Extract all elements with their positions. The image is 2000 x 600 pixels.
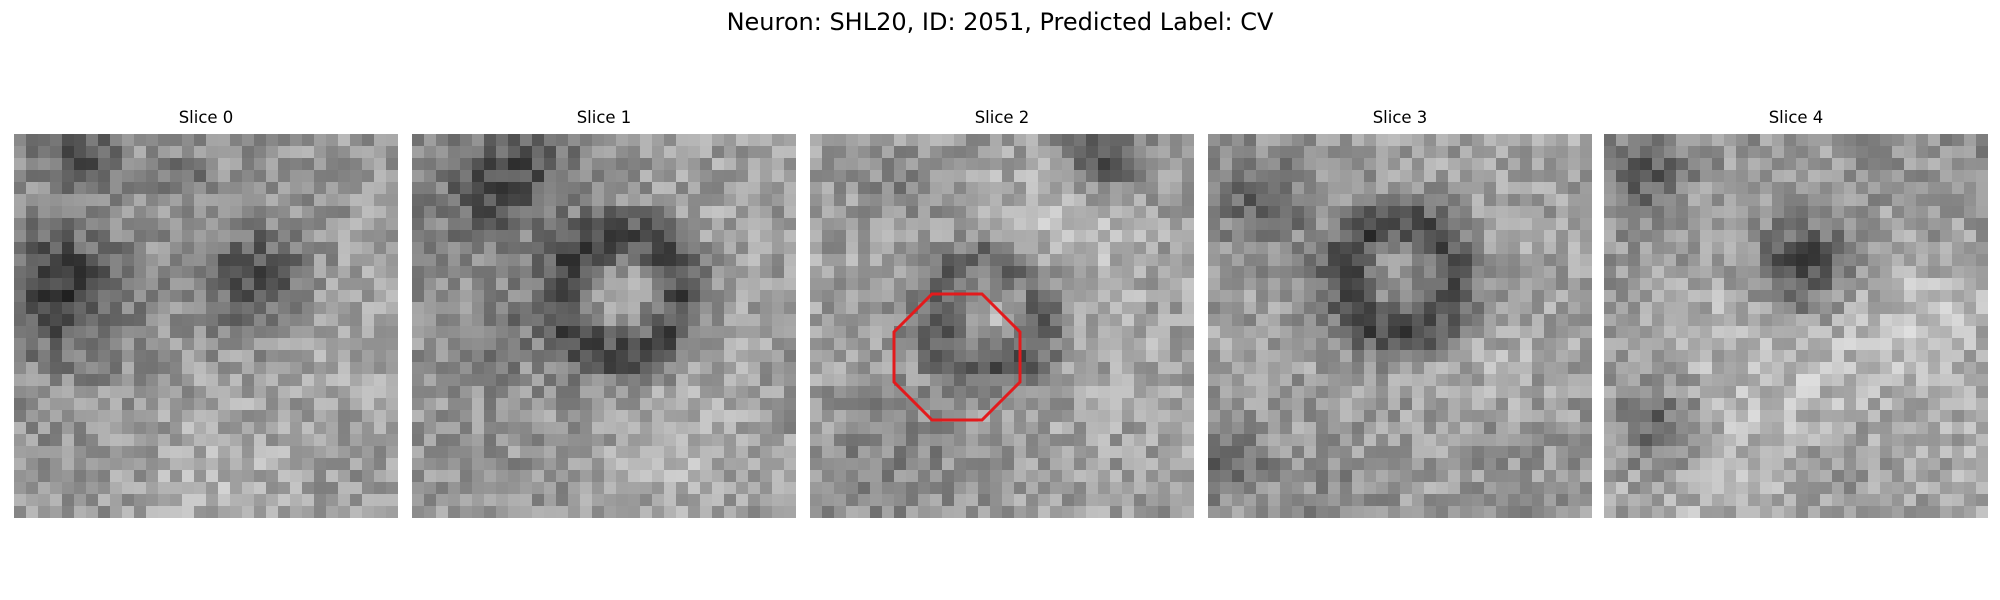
figure-title: Neuron: SHL20, ID: 2051, Predicted Label… xyxy=(726,8,1274,36)
slice-panel-0: Slice 0 xyxy=(14,108,398,518)
slice-image xyxy=(810,134,1194,518)
slice-1-canvas xyxy=(412,134,796,518)
slice-panel-1: Slice 1 xyxy=(412,108,796,518)
slice-image xyxy=(14,134,398,518)
slice-image xyxy=(412,134,796,518)
slice-3-canvas xyxy=(1208,134,1592,518)
slice-title: Slice 3 xyxy=(1372,108,1428,127)
slice-title: Slice 2 xyxy=(974,108,1030,127)
slice-panel-2: Slice 2 xyxy=(810,108,1194,518)
slice-panel-4: Slice 4 xyxy=(1604,108,1988,518)
slice-4-canvas xyxy=(1604,134,1988,518)
slice-title: Slice 0 xyxy=(178,108,234,127)
slice-panel-3: Slice 3 xyxy=(1208,108,1592,518)
slice-image xyxy=(1208,134,1592,518)
slice-0-canvas xyxy=(14,134,398,518)
slice-image xyxy=(1604,134,1988,518)
slice-title: Slice 4 xyxy=(1768,108,1824,127)
slice-title: Slice 1 xyxy=(576,108,632,127)
slice-2-canvas xyxy=(810,134,1194,518)
